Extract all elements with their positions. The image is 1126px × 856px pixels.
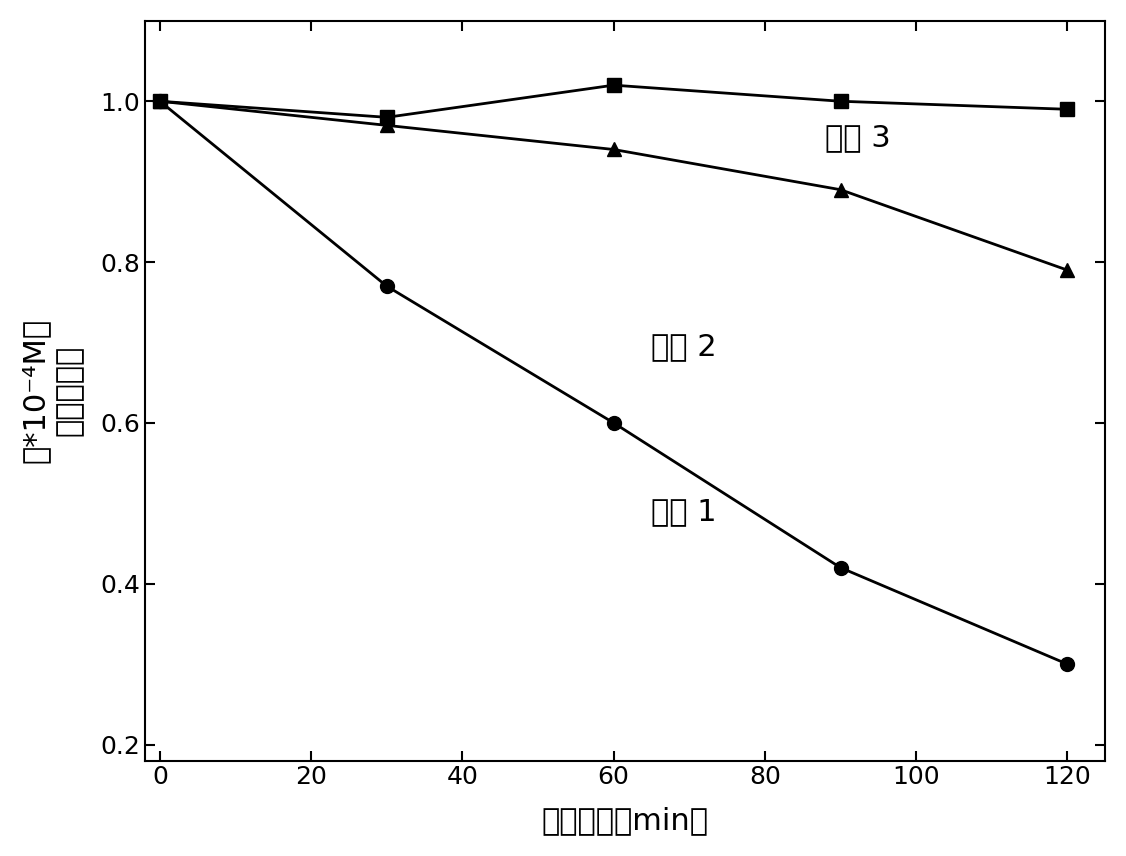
Text: 曲线 2: 曲线 2 [652,332,717,361]
Text: 曲线 3: 曲线 3 [825,123,891,152]
X-axis label: 光照时间（min）: 光照时间（min） [542,806,708,835]
Y-axis label: （*10⁻⁴M）
污染物浓度: （*10⁻⁴M） 污染物浓度 [21,318,83,463]
Text: 曲线 1: 曲线 1 [652,496,717,526]
